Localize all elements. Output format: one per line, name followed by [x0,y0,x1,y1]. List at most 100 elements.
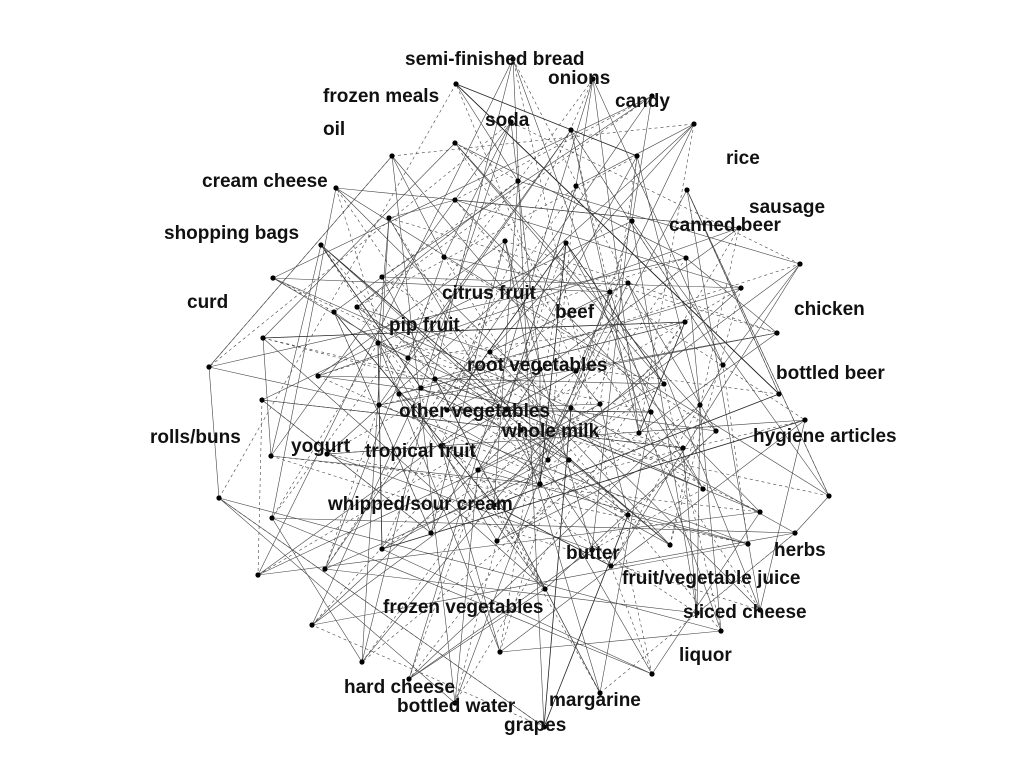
graph-edge [381,95,653,278]
graph-edge [568,459,671,546]
label-margarine: margarine [549,690,641,711]
graph-edge [270,121,512,457]
graph-edge [592,78,640,434]
graph-edge [271,187,337,519]
graph-edge [520,429,629,516]
graph-node [568,405,574,411]
graph-node [333,185,339,191]
graph-edge [398,321,686,395]
graph-node [683,255,689,261]
graph-edge [539,242,567,485]
graph-node [797,261,803,267]
graph-edge [208,366,220,499]
graph-edge [326,123,695,455]
graph-node [375,340,381,346]
graph-node [545,457,551,463]
graph-node [736,225,742,231]
graph-edge [408,78,594,680]
graph-edge [398,263,801,395]
graph-edge [311,263,801,626]
graph-node [510,56,516,62]
graph-edge [311,429,522,626]
graph-edge [381,403,601,550]
graph-node [745,541,751,547]
graph-edge [356,306,570,461]
graph-node [661,381,667,387]
graph-edge [520,429,830,497]
graph-edge [208,155,393,368]
graph-node [607,289,613,295]
graph-edge [493,180,519,506]
graph-edge [543,514,629,728]
graph-edge [610,565,653,675]
label-cream-cheese: cream cheese [202,171,328,192]
graph-edge [381,276,572,409]
graph-node [432,376,438,382]
graph-edge [320,244,507,411]
graph-edge [627,282,761,611]
graph-node [629,218,635,224]
graph-node [452,197,458,203]
label-candy: candy [615,91,670,112]
graph-edge [270,244,322,457]
graph-node [518,427,524,433]
graph-edge [499,630,722,653]
graph-edge [591,430,717,551]
graph-edge [271,517,653,675]
graph-node [684,187,690,193]
graph-edge [496,189,688,542]
graph-edge [208,121,512,368]
graph-node [682,319,688,325]
graph-edge [663,383,722,632]
graph-edge [609,291,652,413]
graph-node [636,430,642,436]
graph-edge [627,514,749,545]
graph-edge [496,282,629,542]
graph-edge [477,469,546,590]
graph-edge [434,378,761,513]
graph-edge [547,287,742,461]
graph-edge [599,403,629,516]
graph-edge [454,142,687,259]
graph-edge [333,311,495,506]
graph-edge [446,409,684,449]
graph-edge [333,276,383,313]
graph-edge [575,78,594,187]
graph-edge [398,393,546,590]
graph-node [508,119,514,125]
graph-node [389,153,395,159]
graph-node [697,402,703,408]
graph-node [718,628,724,634]
graph-edge [686,189,761,611]
graph-edge [257,287,742,576]
graph-edge [272,277,611,293]
graph-edge [446,409,652,413]
graph-node [792,530,798,536]
graph-edge [685,257,778,334]
graph-edge [446,242,567,411]
graph-node [537,481,543,487]
graph-edge [324,459,570,570]
graph-node [573,183,579,189]
graph-edge [794,495,830,534]
graph-node [776,391,782,397]
graph-node [625,280,631,286]
graph-edge [377,342,704,490]
graph-node [324,451,330,457]
graph-node [315,373,321,379]
graph-node [826,493,832,499]
graph-node [713,428,719,434]
graph-edge [547,185,577,461]
graph-node [694,610,700,616]
graph-node [566,457,572,463]
graph-edges [208,58,830,728]
graph-edge [631,220,830,497]
graph-edge [443,121,512,258]
label-pip-fruit: pip fruit [389,315,460,336]
graph-edge [398,393,671,546]
graph-edge [610,404,701,567]
graph-node [667,542,673,548]
graph-edge [317,240,506,377]
graph-edge [609,291,806,421]
graph-edge [489,351,722,632]
